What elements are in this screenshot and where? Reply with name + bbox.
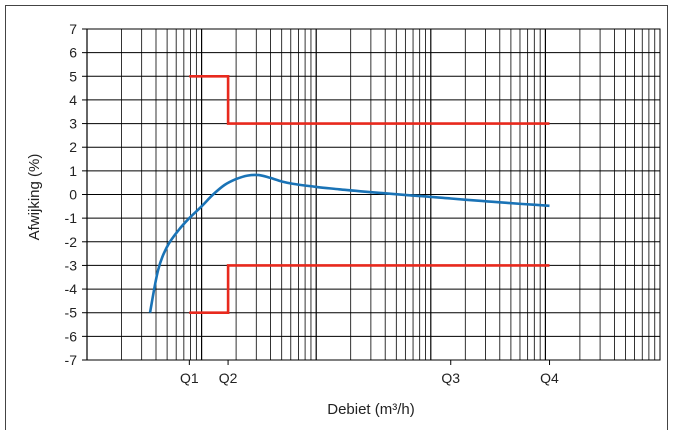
plot-area bbox=[86, 28, 661, 361]
error-curve-line bbox=[148, 173, 550, 313]
x-axis-title: Debiet (m³/h) bbox=[327, 401, 415, 418]
y-tick-label: 3 bbox=[69, 116, 77, 132]
y-axis-title: Afwijking (%) bbox=[26, 154, 43, 241]
tolerance-limit-line bbox=[189, 264, 550, 314]
grid bbox=[82, 28, 661, 365]
y-tick-label: -7 bbox=[65, 352, 78, 368]
x-tick-label: Q2 bbox=[219, 370, 238, 386]
y-tick-label: 2 bbox=[69, 139, 77, 155]
y-tick-label: 1 bbox=[69, 163, 77, 179]
y-tick-label: 5 bbox=[69, 68, 77, 84]
y-tick-label: -1 bbox=[65, 210, 78, 226]
y-tick-label: -3 bbox=[65, 257, 78, 273]
y-tick-label: 6 bbox=[69, 45, 77, 61]
y-tick-label: -6 bbox=[65, 328, 78, 344]
tick-labels: 7 6 5 4 3 2 1 0 -1 -2 -3 -4 -5 -6 -7 Q1 Q2 Q3 Q4 bbox=[65, 21, 560, 386]
x-tick-label: Q4 bbox=[540, 370, 559, 386]
tolerance-limit-line bbox=[189, 75, 550, 125]
y-tick-label: 4 bbox=[69, 92, 77, 108]
y-tick-label: -2 bbox=[65, 234, 78, 250]
y-tick-label: 0 bbox=[69, 187, 77, 203]
x-tick-label: Q1 bbox=[180, 370, 199, 386]
x-tick-label: Q3 bbox=[441, 370, 460, 386]
y-tick-label: -5 bbox=[65, 305, 78, 321]
y-tick-label: -4 bbox=[65, 281, 78, 297]
y-tick-label: 7 bbox=[69, 21, 77, 37]
chart-frame bbox=[5, 5, 668, 430]
series-layer bbox=[148, 75, 550, 314]
